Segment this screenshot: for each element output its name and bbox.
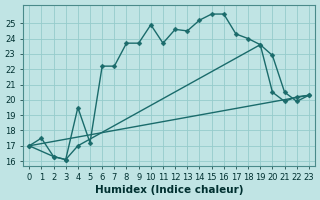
X-axis label: Humidex (Indice chaleur): Humidex (Indice chaleur) — [95, 185, 243, 195]
